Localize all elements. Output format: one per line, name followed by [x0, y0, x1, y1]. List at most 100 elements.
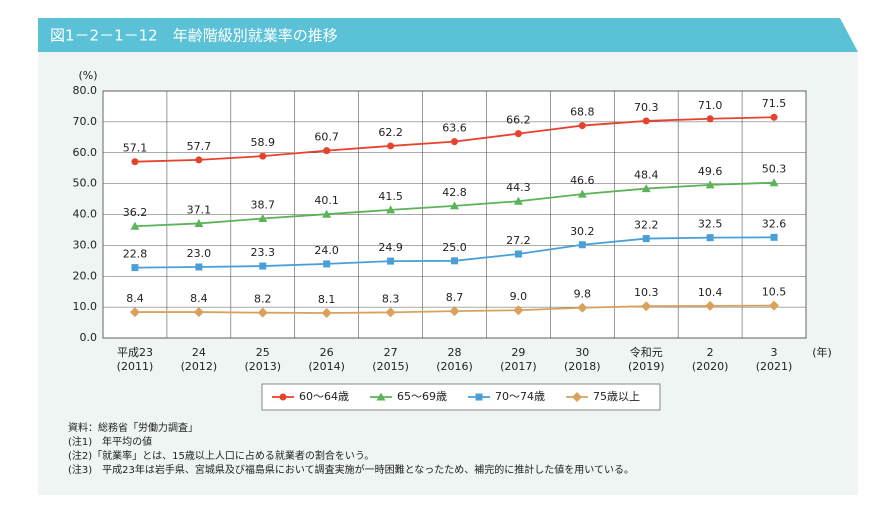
marker — [131, 264, 139, 272]
chart-title: 図1－2－1－12 年齢階級別就業率の推移 — [50, 27, 338, 45]
data-label: 24.9 — [378, 241, 403, 254]
x-tick-label: 28 — [448, 346, 462, 359]
y-tick-label: 30.0 — [73, 238, 98, 251]
data-label: 8.2 — [254, 293, 272, 306]
data-label: 23.3 — [251, 246, 276, 259]
marker — [513, 305, 524, 316]
data-label: 38.7 — [251, 199, 276, 212]
legend-label: 60～64歳 — [299, 390, 349, 403]
x-tick-label: (2011) — [117, 360, 154, 373]
x-tick-label: (2014) — [308, 360, 345, 373]
data-label: 58.9 — [251, 136, 276, 149]
marker — [706, 234, 714, 242]
data-label: 57.7 — [187, 140, 212, 153]
data-label: 8.7 — [446, 291, 464, 304]
marker — [195, 156, 203, 164]
data-label: 10.4 — [698, 286, 723, 299]
marker — [322, 209, 332, 218]
data-label: 37.1 — [187, 203, 212, 216]
legend-label: 65～69歳 — [397, 390, 447, 403]
y-tick-label: 20.0 — [73, 269, 98, 282]
data-label: 8.4 — [190, 292, 208, 305]
x-tick-label: (2021) — [756, 360, 793, 373]
x-tick-label: (2017) — [500, 360, 537, 373]
x-tick-label: (2013) — [244, 360, 281, 373]
data-label: 32.2 — [634, 219, 659, 232]
y-tick-label: 70.0 — [73, 115, 98, 128]
marker — [577, 189, 587, 198]
marker — [706, 115, 714, 123]
marker — [193, 307, 204, 318]
x-tick-label: (2020) — [692, 360, 729, 373]
marker — [577, 302, 588, 313]
note: (注2)「就業率」とは、15歳以上人口に占める就業者の割合をいう。 — [68, 449, 374, 462]
marker — [705, 180, 715, 189]
data-label: 8.3 — [382, 292, 400, 305]
marker — [450, 201, 459, 210]
data-label: 8.4 — [126, 292, 144, 305]
x-tick-label: (2016) — [436, 360, 473, 373]
marker — [705, 300, 716, 311]
y-tick-label: 80.0 — [73, 84, 98, 97]
marker — [387, 257, 395, 265]
data-label: 10.5 — [762, 286, 787, 299]
y-tick-label: 50.0 — [73, 177, 98, 190]
data-label: 9.0 — [510, 290, 528, 303]
x-tick-label: (2012) — [181, 360, 218, 373]
note: (注1) 年平均の値 — [68, 435, 152, 448]
note: 資料：総務省「労働力調査」 — [68, 421, 198, 434]
marker — [769, 300, 780, 311]
marker — [321, 307, 332, 318]
data-label: 63.6 — [442, 122, 467, 135]
marker — [642, 117, 650, 125]
marker — [259, 262, 267, 270]
header-bar — [38, 18, 858, 52]
marker — [385, 307, 396, 318]
marker — [514, 250, 522, 258]
marker — [770, 233, 778, 241]
data-label: 49.6 — [698, 165, 723, 178]
data-label: 8.1 — [318, 293, 336, 306]
data-label: 68.8 — [570, 106, 595, 119]
y-tick-label: 10.0 — [73, 300, 98, 313]
legend-label: 70～74歳 — [495, 390, 545, 403]
marker — [130, 221, 140, 230]
marker — [513, 196, 523, 205]
marker — [376, 392, 386, 401]
data-label: 60.7 — [314, 131, 339, 144]
x-tick-label: 27 — [384, 346, 398, 359]
marker — [259, 152, 267, 160]
marker — [258, 214, 268, 223]
marker — [641, 301, 652, 312]
marker — [451, 257, 458, 265]
marker — [195, 263, 203, 271]
marker — [129, 307, 140, 318]
data-label: 40.1 — [314, 194, 339, 207]
data-label: 27.2 — [506, 234, 531, 247]
data-label: 42.8 — [442, 186, 467, 199]
marker — [769, 178, 779, 187]
data-label: 9.8 — [574, 288, 592, 301]
marker — [323, 147, 331, 155]
x-tick-label: (2019) — [628, 360, 665, 373]
data-label: 71.5 — [762, 97, 787, 110]
marker — [514, 130, 522, 138]
x-tick-label: 令和元 — [630, 345, 663, 359]
note: (注3) 平成23年は岩手県、宮城県及び福島県において調査実施が一時困難となった… — [68, 463, 634, 476]
marker — [279, 393, 287, 401]
marker — [641, 184, 651, 193]
marker — [572, 392, 582, 402]
data-label: 25.0 — [442, 241, 467, 254]
data-label: 32.5 — [698, 218, 723, 231]
marker — [257, 307, 268, 318]
data-label: 46.6 — [570, 174, 595, 187]
y-unit: (%) — [78, 69, 97, 82]
marker — [387, 142, 395, 150]
x-tick-label: 26 — [320, 346, 334, 359]
x-tick-label: 24 — [192, 346, 206, 359]
data-label: 30.2 — [570, 225, 595, 238]
data-label: 22.8 — [123, 248, 148, 261]
marker — [131, 158, 139, 166]
data-label: 10.3 — [634, 286, 659, 299]
marker — [578, 241, 586, 249]
